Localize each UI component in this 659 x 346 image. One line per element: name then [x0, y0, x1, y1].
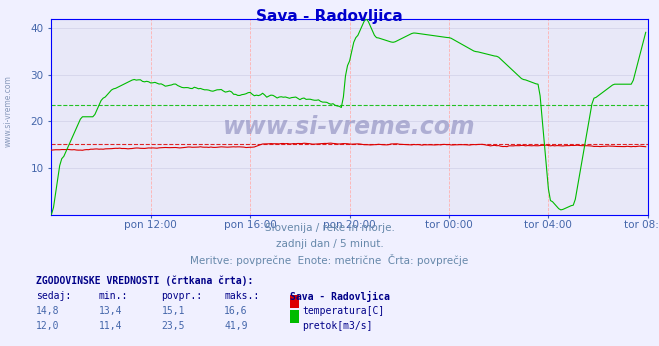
- Text: min.:: min.:: [99, 291, 129, 301]
- Text: 15,1: 15,1: [161, 306, 185, 316]
- Text: 23,5: 23,5: [161, 321, 185, 331]
- Text: pretok[m3/s]: pretok[m3/s]: [302, 321, 373, 331]
- Text: Sava - Radovljica: Sava - Radovljica: [256, 9, 403, 24]
- Text: zadnji dan / 5 minut.: zadnji dan / 5 minut.: [275, 239, 384, 249]
- Text: sedaj:: sedaj:: [36, 291, 71, 301]
- Text: 16,6: 16,6: [224, 306, 248, 316]
- Text: www.si-vreme.com: www.si-vreme.com: [223, 115, 476, 138]
- Text: 13,4: 13,4: [99, 306, 123, 316]
- Text: 11,4: 11,4: [99, 321, 123, 331]
- Text: temperatura[C]: temperatura[C]: [302, 306, 385, 316]
- Text: Slovenija / reke in morje.: Slovenija / reke in morje.: [264, 223, 395, 233]
- Text: povpr.:: povpr.:: [161, 291, 202, 301]
- Text: ZGODOVINSKE VREDNOSTI (črtkana črta):: ZGODOVINSKE VREDNOSTI (črtkana črta):: [36, 275, 254, 285]
- Text: 41,9: 41,9: [224, 321, 248, 331]
- Text: 12,0: 12,0: [36, 321, 60, 331]
- Text: maks.:: maks.:: [224, 291, 259, 301]
- Text: Meritve: povprečne  Enote: metrične  Črta: povprečje: Meritve: povprečne Enote: metrične Črta:…: [190, 254, 469, 266]
- Text: www.si-vreme.com: www.si-vreme.com: [3, 75, 13, 147]
- Text: Sava - Radovljica: Sava - Radovljica: [290, 291, 390, 302]
- Text: 14,8: 14,8: [36, 306, 60, 316]
